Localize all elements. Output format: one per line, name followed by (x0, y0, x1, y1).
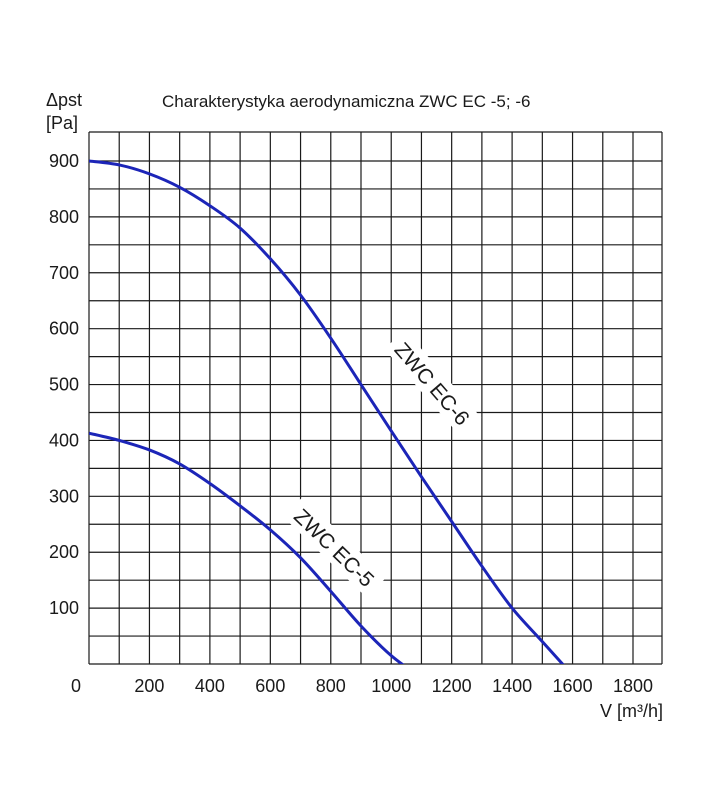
series-label-background (283, 496, 387, 598)
y-tick-label: 800 (49, 207, 79, 227)
series-label: ZWC EC-5 (289, 505, 378, 592)
series-label-background (384, 330, 482, 437)
x-tick-label: 800 (316, 676, 346, 696)
x-tick-labels: 0 200 400 600 800 1000 1200 1400 1600 1800 (71, 676, 653, 696)
y-tick-label: 500 (49, 375, 79, 395)
series-lines (89, 159, 565, 664)
series-line-zwc-ec-6 (89, 159, 565, 664)
y-tick-label: 700 (49, 263, 79, 283)
chart-title: Charakterystyka aerodynamiczna ZWC EC -5… (162, 92, 530, 111)
x-tick-label: 0 (71, 676, 81, 696)
series-line-zwc-ec-5 (89, 431, 405, 664)
x-tick-label: 200 (134, 676, 164, 696)
y-tick-label: 100 (49, 598, 79, 618)
x-tick-label: 1000 (371, 676, 411, 696)
grid (88, 131, 663, 665)
y-axis-label-symbol: Δpst (46, 90, 82, 110)
y-tick-label: 900 (49, 151, 79, 171)
x-tick-label: 1600 (553, 676, 593, 696)
x-axis-label: V [m³/h] (600, 701, 663, 721)
y-tick-label: 300 (49, 486, 79, 506)
x-tick-label: 600 (255, 676, 285, 696)
y-tick-label: 400 (49, 430, 79, 450)
x-tick-label: 1800 (613, 676, 653, 696)
x-tick-label: 400 (195, 676, 225, 696)
x-tick-label: 1400 (492, 676, 532, 696)
y-axis-label-unit: [Pa] (46, 113, 78, 133)
x-tick-label: 1200 (432, 676, 472, 696)
y-tick-label: 600 (49, 319, 79, 339)
y-tick-label: 200 (49, 542, 79, 562)
series-label-group: ZWC EC-5 (283, 496, 387, 598)
series-label-group: ZWC EC-6 (384, 330, 482, 437)
y-tick-labels: 900 800 700 600 500 400 300 200 100 (49, 151, 79, 618)
